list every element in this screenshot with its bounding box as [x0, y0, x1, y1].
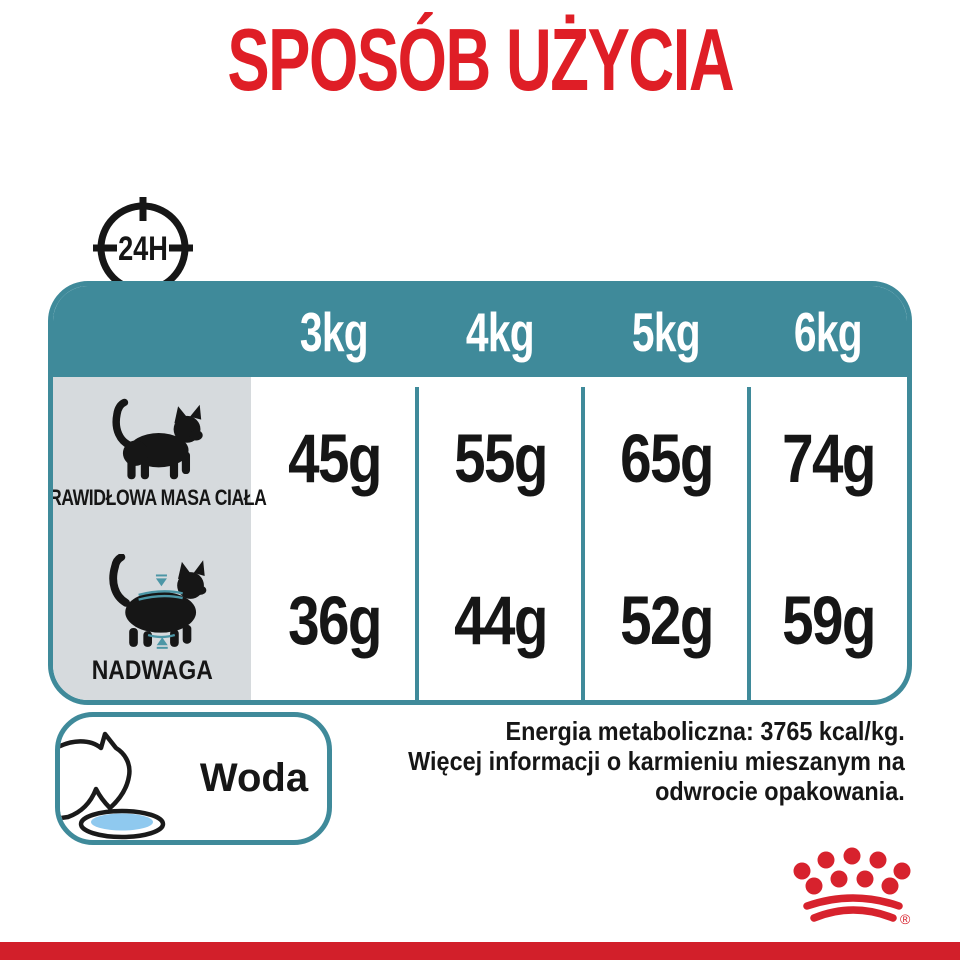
royal-canin-crown-logo: ®: [793, 847, 911, 927]
row-label-normal-weight: PRAWIDŁOWA MASA CIAŁA: [53, 377, 267, 540]
header-weight-5kg: 5kg: [632, 300, 701, 363]
measure-lines: [138, 590, 183, 639]
metabolic-energy-line: Energia metaboliczna: 3765 kcal/kg.: [505, 716, 905, 746]
column-divider: [415, 387, 419, 700]
24h-clock-icon: 24H: [93, 197, 193, 294]
portion-6kg-overweight: 59g: [781, 581, 876, 659]
page-title: SPOSÓB UŻYCIA: [0, 16, 960, 104]
header-weight-6kg: 6kg: [794, 300, 863, 363]
column-divider: [747, 387, 751, 700]
feeding-table-body: PRAWIDŁOWA MASA CIAŁA 45g 55g 65g 74g: [53, 377, 907, 700]
portion-5kg-overweight: 52g: [619, 581, 714, 659]
feeding-table-header: 3kg 4kg 5kg 6kg: [53, 286, 907, 377]
registered-mark: ®: [900, 911, 911, 927]
feeding-table: 3kg 4kg 5kg 6kg: [48, 281, 912, 705]
portion-5kg-normal: 65g: [619, 420, 714, 497]
water-box: Woda: [55, 712, 332, 845]
water-label: Woda: [199, 756, 309, 800]
mixed-feeding-line: Więcej informacji o karmieniu mieszanym …: [408, 746, 905, 776]
portion-6kg-normal: 74g: [781, 420, 876, 497]
row-label-text: PRAWIDŁOWA MASA CIAŁA: [48, 485, 267, 510]
page-title-text: SPOSÓB UŻYCIA: [227, 10, 734, 109]
clock-label: 24H: [118, 229, 168, 268]
row-label-text: NADWAGA: [91, 655, 213, 685]
portion-3kg-overweight: 36g: [287, 581, 382, 659]
water-puddle: [91, 813, 153, 831]
header-weight-4kg: 4kg: [466, 300, 535, 363]
portion-4kg-overweight: 44g: [453, 581, 548, 659]
header-weight-3kg: 3kg: [300, 300, 369, 363]
cat-overweight-icon: [109, 554, 207, 649]
row-label-overweight: NADWAGA: [53, 540, 251, 700]
header-empty-cell: [53, 286, 251, 377]
column-divider: [581, 387, 585, 700]
measure-arrows: [155, 574, 168, 649]
feeding-notes: Energia metaboliczna: 3765 kcal/kg. Więc…: [408, 716, 905, 806]
mixed-feeding-line2: odwrocie opakowania.: [655, 776, 905, 806]
cat-drinking-water-icon: [60, 731, 166, 840]
cat-normal-weight-icon: [112, 398, 203, 480]
bottom-red-bar: [0, 942, 960, 960]
portion-4kg-normal: 55g: [453, 420, 548, 497]
portion-3kg-normal: 45g: [287, 420, 382, 497]
